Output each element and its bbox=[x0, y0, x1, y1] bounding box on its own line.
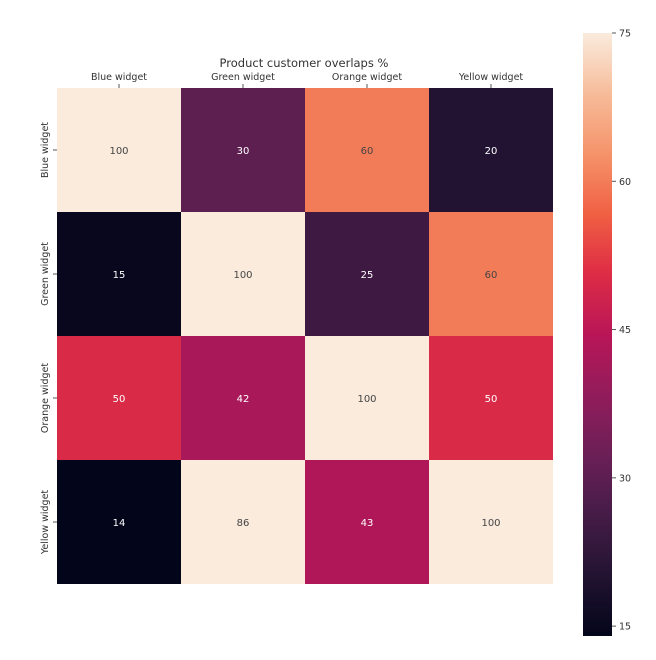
cell-label: 50 bbox=[113, 394, 126, 405]
chart-title: Product customer overlaps % bbox=[220, 56, 389, 70]
cell-label: 100 bbox=[481, 518, 500, 529]
colorbar bbox=[583, 33, 612, 636]
cell-label: 15 bbox=[113, 270, 126, 281]
cell-label: 42 bbox=[237, 394, 250, 405]
x-tick-label: Blue widget bbox=[91, 72, 147, 83]
heatmap-cell bbox=[305, 88, 429, 212]
y-tick-label: Yellow widget bbox=[40, 490, 51, 556]
heatmap-cell bbox=[429, 88, 553, 212]
heatmap-cell bbox=[181, 212, 305, 336]
cell-label: 60 bbox=[361, 146, 374, 157]
cell-label: 50 bbox=[485, 394, 498, 405]
cell-label: 25 bbox=[361, 270, 374, 281]
y-tick-label: Orange widget bbox=[40, 363, 51, 433]
heatmap-cell bbox=[305, 336, 429, 460]
colorbar-tick-label: 30 bbox=[619, 473, 631, 484]
heatmap-cell bbox=[181, 460, 305, 584]
x-tick-label: Green widget bbox=[211, 72, 275, 83]
heatmap-cell bbox=[305, 460, 429, 584]
heatmap-cell bbox=[181, 336, 305, 460]
heatmap-cell bbox=[429, 460, 553, 584]
heatmap-cell bbox=[57, 336, 181, 460]
heatmap-cell bbox=[57, 212, 181, 336]
cell-label: 60 bbox=[485, 270, 498, 281]
cell-label: 30 bbox=[237, 146, 250, 157]
colorbar-tick-label: 15 bbox=[619, 622, 631, 633]
cell-label: 43 bbox=[361, 518, 374, 529]
colorbar-tick-label: 75 bbox=[619, 29, 631, 40]
cell-label: 86 bbox=[237, 518, 250, 529]
x-tick-label: Orange widget bbox=[332, 72, 402, 83]
colorbar-tick-label: 60 bbox=[619, 177, 631, 188]
heatmap-cell bbox=[429, 336, 553, 460]
heatmap-cell bbox=[57, 460, 181, 584]
cell-label: 14 bbox=[113, 518, 126, 529]
cell-label: 100 bbox=[109, 146, 128, 157]
heatmap-cell bbox=[429, 212, 553, 336]
heatmap-cell bbox=[181, 88, 305, 212]
colorbar-tick-label: 45 bbox=[619, 325, 631, 336]
heatmap-cell bbox=[305, 212, 429, 336]
y-tick-label: Green widget bbox=[40, 242, 51, 306]
heatmap-cell bbox=[57, 88, 181, 212]
y-tick-label: Blue widget bbox=[40, 122, 51, 178]
cell-label: 20 bbox=[485, 146, 498, 157]
x-tick-label: Yellow widget bbox=[458, 72, 524, 83]
cell-label: 100 bbox=[357, 394, 376, 405]
cell-label: 100 bbox=[233, 270, 252, 281]
